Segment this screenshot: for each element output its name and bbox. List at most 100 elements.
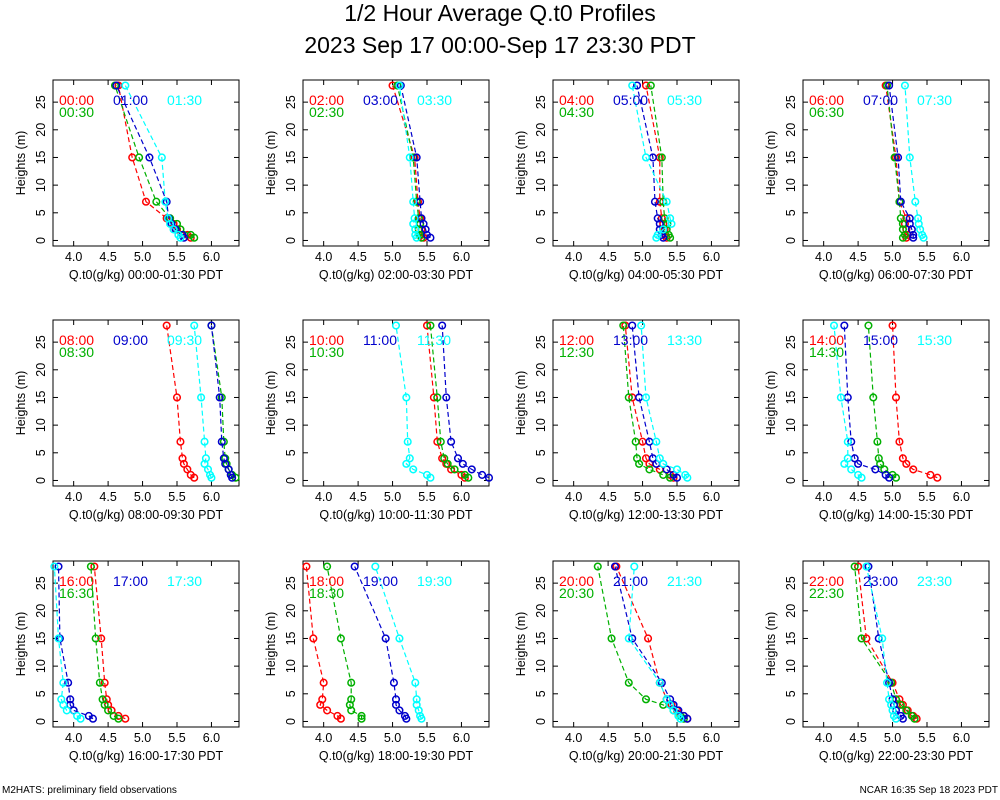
data-point (876, 459, 885, 468)
data-point (916, 225, 925, 234)
y-tick-label: 10 (784, 659, 798, 673)
plot-frame (302, 319, 490, 487)
data-point (659, 219, 668, 228)
x-tick-label: 4.0 (315, 490, 332, 504)
x-tick-label: 6.0 (203, 250, 220, 264)
x-tick-label: 6.0 (703, 731, 720, 745)
data-point (98, 695, 107, 704)
x-tick-label: 6.0 (953, 490, 970, 504)
x-tick-label: 4.5 (349, 250, 366, 264)
series-line-19:00 (354, 566, 407, 719)
y-tick-label: 25 (34, 576, 48, 590)
x-tick-label: 5.0 (384, 490, 401, 504)
x-tick-label: 6.0 (703, 490, 720, 504)
data-point (650, 197, 660, 206)
x-axis-label: Q.t0(g/kg) 14:00-15:30 PDT (819, 508, 974, 522)
data-point (900, 81, 910, 90)
panel-9: 0 5 10 15 20 25 4.0 4.5 5.0 5.5 6.0 Heights (m) Q.t0… (264, 560, 490, 763)
y-tick-label: 15 (534, 631, 548, 645)
data-point (391, 321, 401, 330)
data-point (662, 465, 671, 474)
data-point (186, 470, 195, 479)
panel-8: 0 5 10 15 20 25 4.0 4.5 5.0 5.5 6.0 Heights (m) Q.t0… (14, 560, 240, 763)
data-point (674, 706, 683, 715)
y-tick-label: 20 (534, 604, 548, 618)
data-point (895, 437, 904, 446)
legend-label-1: 16:30 (59, 585, 94, 601)
data-point (847, 437, 856, 446)
y-tick-label: 25 (784, 95, 798, 109)
y-tick-label: 25 (284, 576, 298, 590)
legend-label-2: 07:00 (863, 92, 898, 108)
data-point (416, 711, 425, 720)
x-tick-label: 4.5 (349, 490, 366, 504)
panels-grid: 0 5 10 15 20 25 4.0 4.5 5.0 5.5 6.0 Heights (m) Q.t0… (14, 79, 990, 763)
data-point (190, 321, 199, 330)
data-point (632, 454, 642, 463)
data-point (637, 321, 646, 330)
y-tick-label: 20 (34, 363, 48, 377)
y-tick-label: 25 (784, 576, 798, 590)
footer-left-note: M2HATS: preliminary field observations (2, 785, 177, 796)
data-point (109, 711, 118, 720)
data-point (403, 437, 412, 446)
panel-3: 0 5 10 15 20 25 4.0 4.5 5.0 5.5 6.0 Heights (m) Q.t0… (764, 79, 990, 282)
data-point (395, 706, 404, 715)
data-point (447, 437, 456, 446)
x-tick-label: 5.0 (384, 250, 401, 264)
y-tick-label: 10 (34, 418, 48, 432)
data-point (645, 465, 654, 474)
y-tick-label: 0 (34, 237, 48, 244)
data-point (914, 219, 923, 228)
panel-6: 0 5 10 15 20 25 4.0 4.5 5.0 5.5 6.0 Heights (m) Q.t0… (514, 319, 740, 522)
y-axis-label: Heights (m) (514, 371, 528, 436)
y-axis-label: Heights (m) (264, 371, 278, 436)
data-point (174, 230, 183, 239)
data-point (409, 219, 418, 228)
data-point (836, 393, 845, 402)
data-point (926, 470, 935, 479)
data-point (653, 214, 662, 223)
y-tick-label: 5 (284, 209, 298, 216)
data-point (641, 393, 651, 402)
y-tick-label: 5 (34, 690, 48, 697)
data-point (347, 695, 356, 704)
x-tick-label: 5.5 (418, 490, 435, 504)
data-point (64, 678, 73, 687)
y-tick-label: 15 (284, 150, 298, 164)
data-point (460, 470, 469, 479)
legend-label-2: 11:00 (363, 332, 397, 348)
series-line-21:30 (628, 566, 681, 720)
data-point (666, 214, 675, 223)
legend-label-0: 16:00 (59, 573, 94, 589)
data-point (847, 465, 856, 474)
data-point (909, 233, 918, 242)
legend-label-3: 19:30 (417, 573, 452, 589)
data-point (163, 214, 173, 223)
data-point (669, 470, 678, 479)
x-tick-label: 6.0 (453, 490, 470, 504)
data-point (864, 321, 873, 330)
data-point (453, 454, 463, 463)
series-line-12:00 (624, 325, 674, 479)
series-line-10:30 (429, 325, 469, 479)
data-point (933, 473, 942, 482)
data-point (440, 454, 449, 463)
y-tick-label: 15 (784, 390, 798, 404)
data-point (902, 459, 911, 468)
y-axis-label: Heights (m) (764, 131, 778, 196)
legend-label-1: 20:30 (559, 585, 594, 601)
y-tick-label: 5 (534, 449, 548, 456)
plot-frame (552, 79, 740, 247)
data-point (112, 81, 121, 90)
y-tick-label: 5 (534, 690, 548, 697)
data-point (628, 321, 637, 330)
data-point (422, 470, 432, 479)
data-point (891, 393, 901, 402)
data-point (426, 321, 435, 330)
data-point (871, 465, 880, 474)
x-tick-label: 5.5 (918, 250, 935, 264)
y-tick-label: 15 (284, 631, 298, 645)
data-point (395, 634, 404, 643)
